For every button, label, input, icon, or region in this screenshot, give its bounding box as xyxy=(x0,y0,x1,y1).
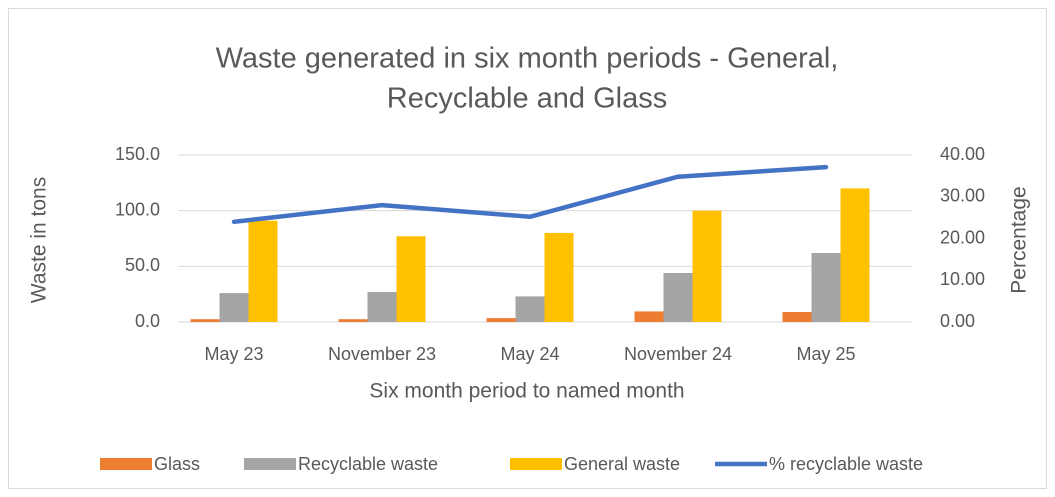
bar xyxy=(840,188,870,322)
bar xyxy=(367,291,397,322)
x-axis-title: Six month period to named month xyxy=(369,380,684,403)
bar xyxy=(486,318,516,322)
y2-tick-label: 30.00 xyxy=(940,186,985,206)
y2-axis-title: Percentage xyxy=(1008,186,1031,293)
legend-label: % recyclable waste xyxy=(769,454,923,474)
legend-swatch xyxy=(244,458,296,470)
bar xyxy=(811,252,841,322)
bar xyxy=(692,210,722,322)
bar xyxy=(190,319,220,322)
y-axis-title: Waste in tons xyxy=(28,177,51,303)
y-tick-label: 0.0 xyxy=(135,311,160,331)
y2-tick-label: 10.00 xyxy=(940,269,985,289)
y2-tick-label: 0.00 xyxy=(940,311,975,331)
x-tick-label: November 24 xyxy=(624,344,732,364)
legend-label: Glass xyxy=(154,454,200,474)
bar xyxy=(396,236,426,322)
legend-swatch xyxy=(100,458,152,470)
chart-title: Recyclable and Glass xyxy=(387,83,667,115)
legend-swatch xyxy=(510,458,562,470)
y-tick-label: 100.0 xyxy=(115,199,160,219)
bar xyxy=(338,319,368,322)
bar xyxy=(219,293,249,322)
legend-label: Recyclable waste xyxy=(298,454,438,474)
bar xyxy=(634,311,664,322)
bar xyxy=(248,220,278,322)
y-tick-label: 50.0 xyxy=(125,255,160,275)
bar xyxy=(663,273,693,322)
bar xyxy=(515,296,545,322)
legend-label: General waste xyxy=(564,454,680,474)
x-tick-label: November 23 xyxy=(328,344,436,364)
chart-border xyxy=(8,8,1047,489)
x-tick-label: May 24 xyxy=(500,344,559,364)
bar xyxy=(544,232,574,322)
chart-title: Waste generated in six month periods - G… xyxy=(216,43,839,75)
y2-tick-label: 40.00 xyxy=(940,144,985,164)
bar xyxy=(782,311,812,322)
y-tick-label: 150.0 xyxy=(115,144,160,164)
y2-tick-label: 20.00 xyxy=(940,227,985,247)
x-tick-label: May 23 xyxy=(204,344,263,364)
x-tick-label: May 25 xyxy=(796,344,855,364)
line xyxy=(231,164,829,225)
